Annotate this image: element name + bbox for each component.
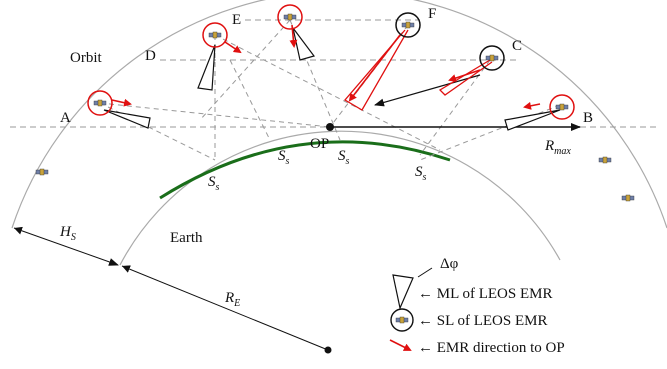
op-point — [326, 123, 334, 131]
label-rmax: Rmax — [544, 138, 571, 157]
satellite-d — [202, 22, 228, 48]
label-op: OP — [310, 136, 329, 152]
satellite-a — [87, 90, 113, 116]
satellite-icon — [401, 21, 415, 29]
side-lobe-icon — [344, 29, 493, 111]
satellite-icon — [283, 13, 297, 21]
label-f: F — [428, 6, 436, 22]
label-ss-1: Ss — [278, 148, 290, 167]
legend-delta-phi: Δφ — [440, 256, 459, 272]
hs-dimension-line — [13, 226, 119, 266]
label-d: D — [145, 48, 156, 64]
label-e: E — [232, 12, 241, 28]
label-a: A — [60, 110, 71, 126]
label-ss-2: Ss — [338, 148, 350, 167]
satellite-icon — [621, 194, 635, 202]
earth-outline-arc — [119, 130, 561, 266]
legend-side-lobe-icon — [390, 308, 414, 332]
satellite-icon — [93, 99, 107, 107]
earth-arc — [159, 140, 451, 200]
legend-sl: ← SL of LEOS EMR — [418, 313, 547, 329]
label-ss-4: Ss — [415, 164, 427, 183]
satellite-f — [395, 12, 421, 38]
direction-arrow-icon — [111, 24, 541, 110]
orbit-arc — [11, 0, 667, 229]
label-earth: Earth — [170, 230, 203, 246]
re-dimension-line — [121, 265, 329, 351]
label-re: RE — [224, 290, 240, 309]
main-lobe-icon — [103, 27, 561, 131]
legend-dir: ← EMR direction to OP — [418, 340, 565, 356]
label-orbit: Orbit — [70, 50, 102, 66]
c-to-op-arrow — [374, 74, 481, 107]
satellite-icon — [35, 168, 49, 176]
label-ss-3: Ss — [208, 174, 220, 193]
satellite-icon — [485, 54, 499, 62]
legend: Δφ ← ML of LEOS EMR ← SL of LEOS EMR ← E… — [389, 256, 565, 356]
satellite-icon — [208, 31, 222, 39]
satellite-b — [549, 94, 575, 120]
label-c: C — [512, 38, 522, 54]
legend-direction-arrow-icon — [389, 339, 412, 351]
satellite-icon — [555, 103, 569, 111]
label-hs: HS — [59, 224, 76, 243]
legend-ml: ← ML of LEOS EMR — [418, 286, 552, 302]
satellite-c — [479, 45, 505, 71]
legend-main-lobe-icon — [392, 267, 433, 310]
satellite-icon — [598, 156, 612, 164]
earth-center-point — [324, 346, 332, 354]
label-b: B — [583, 110, 593, 126]
satellite-e — [277, 4, 303, 30]
